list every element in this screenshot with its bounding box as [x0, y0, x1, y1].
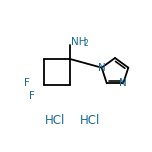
Text: HCl: HCl [80, 114, 100, 126]
Text: N: N [98, 63, 105, 73]
Text: HCl: HCl [45, 114, 65, 126]
Text: 2: 2 [83, 40, 88, 48]
Text: NH: NH [71, 37, 86, 47]
Text: F: F [29, 91, 35, 101]
Text: F: F [24, 78, 30, 88]
Text: N: N [119, 78, 127, 88]
